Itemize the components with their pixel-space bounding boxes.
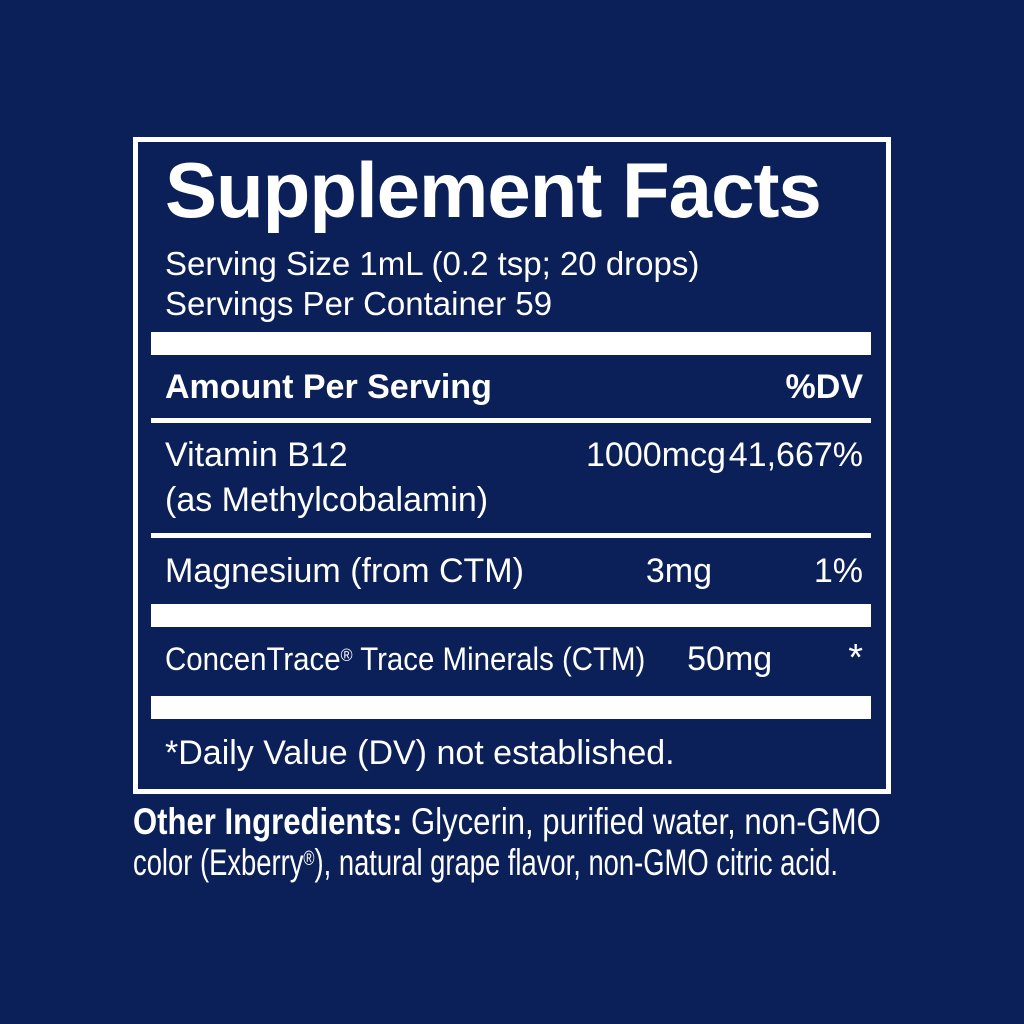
other-ingredients-text: color (Exberry [133, 842, 304, 883]
nutrient-name: Vitamin B12 [165, 435, 348, 474]
amount-per-serving-header: Amount Per Serving [165, 367, 492, 406]
nutrient-name-rest: Trace Minerals (CTM) [352, 640, 646, 677]
thick-separator-bar [151, 695, 871, 719]
supplement-facts-panel: Supplement Facts Serving Size 1mL (0.2 t… [133, 137, 891, 794]
serving-info: Serving Size 1mL (0.2 tsp; 20 drops) Ser… [151, 244, 871, 324]
nutrient-name: Magnesium (from CTM) [165, 551, 524, 590]
thick-separator-bar [151, 331, 871, 355]
brand-name: ConcenTrace [165, 640, 341, 677]
nutrient-name-block: Vitamin B12 (as Methylcobalamin) [165, 433, 586, 523]
supplement-facts-title: Supplement Facts [165, 146, 822, 234]
panel-content: Supplement Facts Serving Size 1mL (0.2 t… [138, 142, 886, 789]
nutrient-amount: 3mg [645, 551, 712, 590]
nutrient-row-concentrace: ConcenTrace® Trace Minerals (CTM) 50mg * [151, 627, 871, 696]
nutrient-amount: 1000mcg [586, 435, 726, 474]
nutrient-dv: 1% [813, 551, 863, 590]
dv-footnote: *Daily Value (DV) not established. [165, 733, 675, 772]
nutrient-dv: 41,667% [728, 435, 863, 474]
nutrient-name: ConcenTrace® Trace Minerals (CTM) [165, 640, 645, 683]
other-ingredients-section: Other Ingredients: Glycerin, purified wa… [133, 801, 891, 890]
nutrient-row-vitamin-b12: Vitamin B12 (as Methylcobalamin) 1000mcg… [151, 423, 871, 533]
nutrient-amount: 50mg [687, 639, 773, 678]
serving-size-line: Serving Size 1mL (0.2 tsp; 20 drops) [165, 244, 700, 282]
other-ingredients-label: Other Ingredients: [133, 801, 403, 842]
servings-per-container-line: Servings Per Container 59 [165, 284, 553, 322]
other-ingredients-line-2: color (Exberry®), natural grape flavor, … [133, 842, 838, 890]
registered-trademark-icon: ® [303, 847, 315, 870]
nutrient-dv: * [848, 636, 863, 679]
other-ingredients-text: Glycerin, purified water, non-GMO [402, 801, 881, 842]
nutrient-name-block: ConcenTrace® Trace Minerals (CTM) [165, 640, 687, 683]
other-ingredients-line-1: Other Ingredients: Glycerin, purified wa… [133, 801, 881, 842]
other-ingredients-text: ), natural grape flavor, non-GMO citric … [314, 842, 838, 883]
thin-separator-line [151, 417, 871, 423]
nutrient-row-magnesium: Magnesium (from CTM) 3mg 1% [151, 538, 871, 604]
thick-separator-bar [151, 603, 871, 627]
thin-separator-line [151, 532, 871, 538]
nutrient-name-detail: (as Methylcobalamin) [165, 480, 489, 519]
percent-dv-header: %DV [785, 367, 863, 406]
registered-trademark-icon: ® [340, 645, 353, 665]
column-header-row: Amount Per Serving %DV [151, 355, 871, 418]
